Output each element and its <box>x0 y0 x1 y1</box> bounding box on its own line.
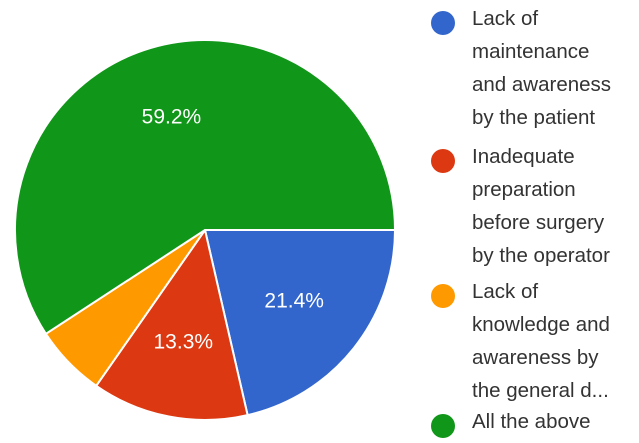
pie-slice-label-3: 59.2% <box>142 106 202 129</box>
legend-label: Lack of maintenance and awareness by the… <box>472 7 612 129</box>
pie-slice-label-1: 13.3% <box>154 330 214 353</box>
legend-label: Lack of knowledge and awareness by the g… <box>472 280 610 402</box>
legend-swatch <box>431 11 455 35</box>
legend-swatch <box>431 284 455 308</box>
pie-slice-1 <box>94 227 249 421</box>
legend-label: Inadequate preparation before surgery by… <box>472 145 610 267</box>
legend-swatch <box>431 414 455 438</box>
legend-swatch <box>431 149 455 173</box>
pie-slice-3 <box>14 39 397 336</box>
pie-chart: 21.4% 13.3% 59.2% <box>14 39 397 421</box>
pie-slice-0 <box>203 229 397 417</box>
pie-slice-label-0: 21.4% <box>264 289 324 312</box>
legend-label: All the above <box>472 410 591 433</box>
